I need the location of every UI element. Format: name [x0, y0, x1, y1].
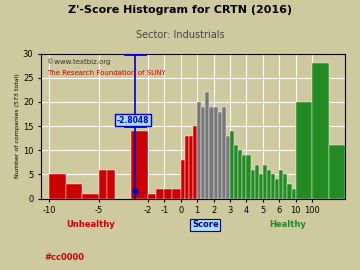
Bar — [222, 107, 226, 199]
Bar — [99, 170, 107, 199]
Text: Unhealthy: Unhealthy — [66, 220, 115, 230]
Bar — [210, 107, 213, 199]
Y-axis label: Number of companies (573 total): Number of companies (573 total) — [15, 74, 20, 178]
Bar — [193, 126, 197, 199]
Bar — [251, 170, 255, 199]
Bar — [275, 179, 279, 199]
Bar — [164, 189, 172, 199]
Bar — [226, 136, 230, 199]
Bar — [329, 146, 345, 199]
Bar — [238, 150, 242, 199]
Bar — [201, 107, 205, 199]
Bar — [292, 189, 296, 199]
Bar — [246, 155, 251, 199]
Text: Score: Score — [192, 220, 219, 230]
Bar — [267, 170, 271, 199]
Bar — [259, 174, 263, 199]
Bar — [296, 102, 312, 199]
Text: #cc0000: #cc0000 — [45, 253, 85, 262]
Bar — [49, 174, 66, 199]
Bar — [197, 102, 201, 199]
Bar — [234, 146, 238, 199]
Bar — [271, 174, 275, 199]
Bar — [185, 136, 189, 199]
Text: Sector: Industrials: Sector: Industrials — [136, 30, 224, 40]
Bar — [242, 155, 246, 199]
Bar — [213, 107, 218, 199]
Bar — [181, 160, 185, 199]
Bar — [263, 165, 267, 199]
Bar — [156, 189, 164, 199]
Bar — [312, 63, 329, 199]
Bar — [205, 92, 210, 199]
Bar — [66, 184, 82, 199]
Bar — [283, 174, 288, 199]
Bar — [107, 170, 115, 199]
Bar — [131, 131, 148, 199]
Text: -2.8048: -2.8048 — [117, 116, 149, 125]
Bar — [148, 194, 156, 199]
Text: ©www.textbiz.org: ©www.textbiz.org — [47, 58, 111, 65]
Text: The Research Foundation of SUNY: The Research Foundation of SUNY — [47, 70, 166, 76]
Bar — [279, 170, 283, 199]
Bar — [288, 184, 292, 199]
Bar — [230, 131, 234, 199]
Bar — [189, 136, 193, 199]
Bar — [255, 165, 259, 199]
Text: Z'-Score Histogram for CRTN (2016): Z'-Score Histogram for CRTN (2016) — [68, 5, 292, 15]
Bar — [82, 194, 99, 199]
Bar — [218, 112, 222, 199]
Bar — [172, 189, 181, 199]
Text: Healthy: Healthy — [269, 220, 306, 230]
